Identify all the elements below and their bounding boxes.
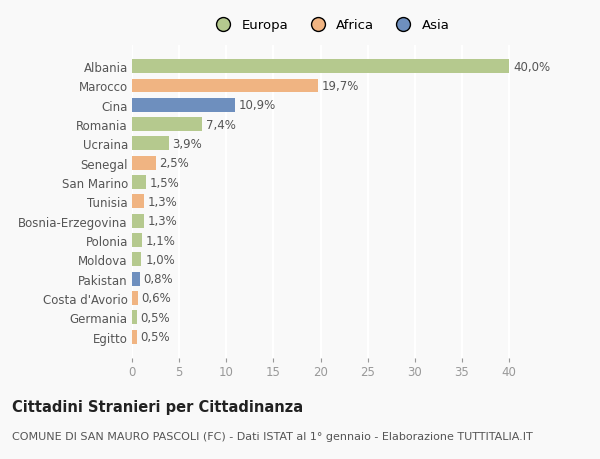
Text: 0,6%: 0,6%: [142, 292, 171, 305]
Text: 1,3%: 1,3%: [148, 215, 178, 228]
Text: COMUNE DI SAN MAURO PASCOLI (FC) - Dati ISTAT al 1° gennaio - Elaborazione TUTTI: COMUNE DI SAN MAURO PASCOLI (FC) - Dati …: [12, 431, 533, 442]
Text: 1,1%: 1,1%: [146, 234, 176, 247]
Text: 0,5%: 0,5%: [140, 330, 170, 343]
Bar: [132, 176, 146, 190]
Text: 0,5%: 0,5%: [140, 311, 170, 324]
Text: 1,0%: 1,0%: [145, 253, 175, 266]
Text: 1,3%: 1,3%: [148, 196, 178, 208]
Bar: [132, 118, 202, 132]
Text: 10,9%: 10,9%: [239, 99, 276, 112]
Bar: [132, 214, 144, 228]
Bar: [132, 272, 140, 286]
Text: 7,4%: 7,4%: [206, 118, 235, 131]
Bar: [132, 137, 169, 151]
Legend: Europa, Africa, Asia: Europa, Africa, Asia: [206, 15, 454, 36]
Text: 0,8%: 0,8%: [143, 273, 173, 285]
Bar: [132, 253, 142, 267]
Text: 40,0%: 40,0%: [513, 61, 550, 73]
Bar: [132, 195, 144, 209]
Bar: [132, 157, 155, 170]
Text: 1,5%: 1,5%: [150, 176, 179, 189]
Bar: [132, 60, 509, 74]
Bar: [132, 291, 137, 305]
Bar: [132, 79, 318, 93]
Bar: [132, 99, 235, 112]
Text: 3,9%: 3,9%: [173, 138, 202, 151]
Bar: [132, 330, 137, 344]
Text: Cittadini Stranieri per Cittadinanza: Cittadini Stranieri per Cittadinanza: [12, 399, 303, 414]
Bar: [132, 311, 137, 325]
Bar: [132, 234, 142, 247]
Text: 19,7%: 19,7%: [322, 80, 359, 93]
Text: 2,5%: 2,5%: [160, 157, 189, 170]
